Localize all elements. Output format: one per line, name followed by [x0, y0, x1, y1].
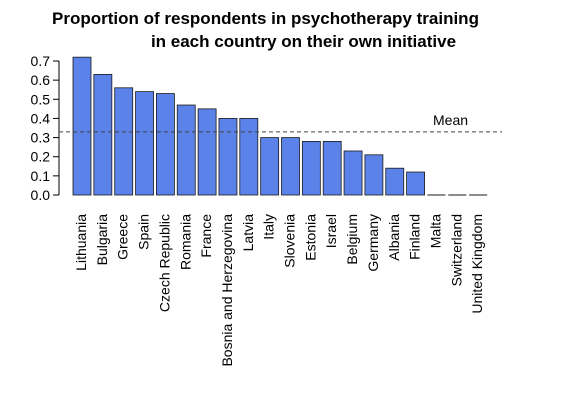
bar: [135, 91, 154, 196]
y-tick-label: 0.2: [31, 149, 51, 165]
x-tick-label: Spain: [136, 214, 152, 250]
bar: [155, 93, 175, 196]
bar: [114, 87, 134, 196]
x-tick-label: Latvia: [240, 214, 256, 252]
bar: [218, 118, 238, 196]
y-tick-label: 0.3: [31, 130, 51, 146]
bar: [343, 150, 363, 196]
x-tick-label: Lithuania: [73, 214, 89, 271]
x-tick-label: Romania: [177, 214, 193, 270]
bar: [281, 137, 300, 196]
x-axis-labels: Lithuania Bulgaria Greece Spain Czech Republ…: [73, 214, 485, 367]
bar: [260, 137, 280, 196]
x-tick-label: United Kingdom: [469, 214, 485, 314]
x-tick-label: Bosnia and Herzegovina: [219, 214, 235, 367]
bar: [72, 56, 92, 196]
x-tick-label: Italy: [261, 214, 277, 240]
x-tick-label: Bulgaria: [94, 214, 110, 266]
bar: [364, 154, 384, 196]
y-tick-label: 0.6: [31, 72, 51, 88]
bar: [93, 74, 113, 196]
y-tick-label: 0.7: [31, 53, 51, 69]
bar: [322, 140, 342, 196]
bar: [301, 140, 321, 196]
x-tick-label: Finland: [407, 214, 423, 260]
x-tick-label: Germany: [365, 214, 381, 272]
bar: [197, 108, 217, 196]
y-tick-label: 0.1: [31, 168, 51, 184]
mean-label: Mean: [433, 112, 468, 128]
x-tick-label: France: [198, 214, 214, 258]
chart-title-line-1: Proportion of respondents in psychothera…: [52, 9, 479, 28]
bar: [176, 104, 196, 196]
y-tick-label: 0.4: [31, 110, 51, 126]
x-tick-label: Belgium: [344, 214, 360, 265]
bar: [239, 118, 259, 196]
x-tick-label: Czech Republic: [156, 214, 172, 312]
x-tick-label: Estonia: [302, 214, 318, 261]
y-tick-label: 0.5: [31, 91, 51, 107]
x-tick-label: Slovenia: [282, 214, 298, 268]
x-tick-label: Switzerland: [448, 214, 464, 286]
x-tick-label: Malta: [427, 214, 443, 248]
chart-title-line-2: in each country on their own initiative: [150, 32, 457, 51]
bar: [385, 167, 405, 196]
bar: [406, 171, 426, 196]
bars: [72, 56, 488, 196]
y-tick-label: 0.0: [31, 187, 51, 203]
x-tick-label: Albania: [386, 214, 402, 261]
mean-line-group: Mean: [59, 112, 502, 133]
x-tick-label: Greece: [115, 214, 131, 260]
y-axis: 0.0 0.1 0.2 0.3 0.4 0.5 0.6 0.7: [31, 53, 60, 203]
x-tick-label: Israel: [323, 214, 339, 248]
